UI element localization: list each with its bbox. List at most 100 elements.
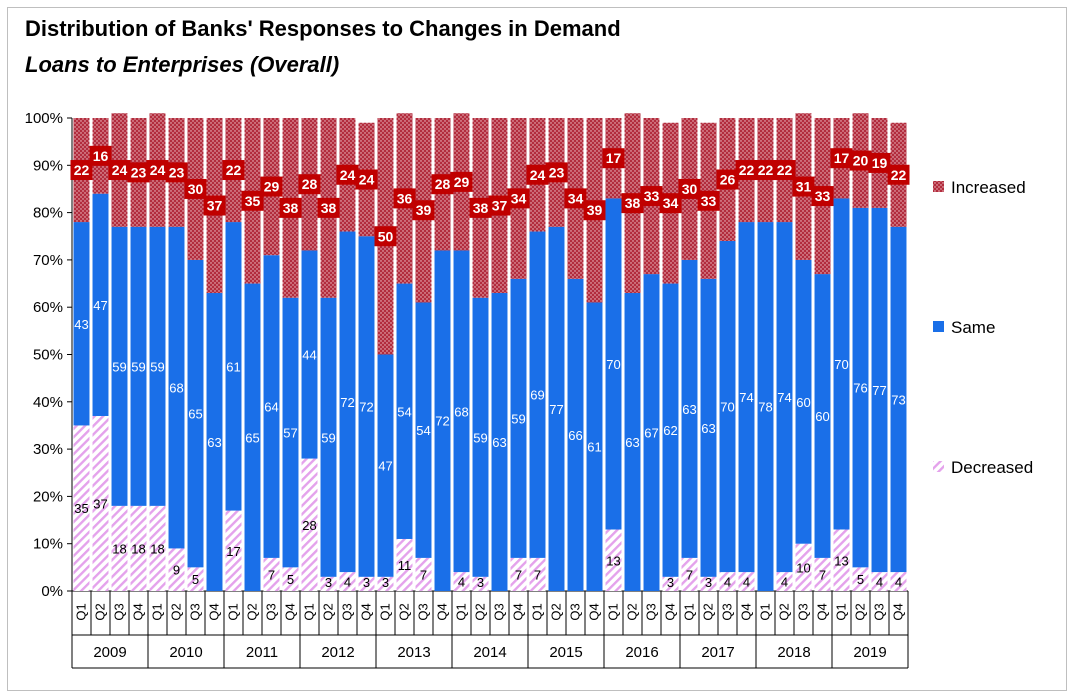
axes-layer: 0%10%20%30%40%50%60%70%80%90%100%Q1 Q2 Q3 Q…: [25, 110, 909, 669]
x-tick-label-quarter: Q3: [188, 603, 203, 620]
bar-same: [225, 222, 242, 511]
y-tick-label: 10%: [33, 536, 63, 553]
data-label-increased: 30: [188, 181, 204, 197]
data-label-decreased: 11: [398, 558, 412, 573]
data-label-decreased: 4: [876, 575, 883, 590]
bar-decreased: [282, 567, 299, 591]
x-tick-label-quarter: Q1: [302, 603, 317, 620]
bar-same: [852, 207, 869, 568]
data-label-same: 76: [853, 381, 867, 396]
data-label-increased: 24: [150, 162, 166, 178]
x-tick-label-quarter: Q2: [777, 603, 792, 620]
data-label-decreased: 3: [667, 575, 674, 590]
bar-decreased: [320, 576, 337, 591]
data-label-same: 66: [568, 428, 582, 443]
x-tick-label-quarter: Q2: [853, 603, 868, 620]
bar-same: [605, 198, 622, 530]
data-label-decreased: 4: [743, 575, 750, 590]
bar-same: [206, 293, 223, 591]
bar-same: [453, 250, 470, 573]
data-label-increased: 39: [416, 202, 432, 218]
x-tick-label-quarter: Q4: [435, 603, 450, 620]
bar-same: [111, 226, 128, 506]
data-label-box-increased: [773, 160, 796, 181]
data-label-box-increased: [640, 186, 663, 207]
data-label-decreased: 3: [705, 575, 712, 590]
bar-same: [814, 274, 831, 558]
chart-title: Distribution of Banks' Responses to Chan…: [25, 16, 621, 41]
x-tick-label-quarter: Q4: [815, 603, 830, 620]
labels-layer: 3543223747161859241859231859249682356530…: [70, 145, 910, 590]
data-label-increased: 19: [872, 155, 888, 171]
data-label-box-increased: [431, 174, 454, 195]
data-label-same: 65: [245, 430, 259, 445]
bar-same: [472, 297, 489, 577]
x-tick-label-quarter: Q3: [568, 603, 583, 620]
bar-decreased: [111, 505, 128, 591]
data-label-same: 62: [663, 423, 677, 438]
data-label-box-increased: [355, 169, 378, 190]
bar-decreased: [529, 557, 546, 591]
data-label-same: 47: [93, 298, 107, 313]
data-label-box-increased: [241, 190, 264, 211]
data-label-increased: 50: [378, 228, 394, 244]
bar-decreased: [852, 567, 869, 591]
data-label-increased: 22: [777, 162, 793, 178]
bar-same: [491, 293, 508, 591]
data-label-increased: 38: [321, 200, 337, 216]
x-tick-label-quarter: Q2: [625, 603, 640, 620]
x-tick-label-quarter: Q4: [511, 603, 526, 620]
bar-decreased: [396, 538, 413, 591]
bar-same: [624, 293, 641, 591]
bar-decreased: [168, 548, 185, 591]
data-label-increased: 17: [834, 150, 850, 166]
data-label-same: 59: [131, 359, 145, 374]
legend-swatch-decreased: [933, 461, 944, 472]
data-label-box-increased: [108, 160, 131, 181]
x-tick-label-quarter: Q1: [454, 603, 469, 620]
data-label-same: 73: [891, 392, 905, 407]
y-tick-label: 50%: [33, 347, 63, 364]
data-label-increased: 37: [207, 198, 223, 214]
bar-decreased: [187, 567, 204, 591]
data-label-same: 59: [150, 359, 164, 374]
data-label-same: 61: [226, 359, 240, 374]
data-label-same: 59: [473, 430, 487, 445]
bar-same: [339, 231, 356, 573]
x-tick-label-quarter: Q2: [701, 603, 716, 620]
bar-same: [548, 226, 565, 592]
bar-same: [871, 207, 888, 573]
data-label-box-increased: [127, 162, 150, 183]
data-label-increased: 30: [682, 181, 698, 197]
data-label-box-increased: [754, 160, 777, 181]
y-tick-label: 0%: [41, 583, 63, 600]
data-label-decreased: 7: [268, 567, 275, 582]
data-label-same: 65: [188, 407, 202, 422]
data-label-box-increased: [450, 171, 473, 192]
data-label-box-increased: [526, 164, 549, 185]
data-label-same: 69: [530, 388, 544, 403]
x-year-label: 2012: [321, 644, 354, 661]
data-label-same: 74: [777, 390, 791, 405]
data-label-box-increased: [146, 160, 169, 181]
x-tick-label-quarter: Q4: [739, 603, 754, 620]
bar-same: [567, 278, 584, 591]
bar-same: [358, 236, 375, 577]
x-tick-label-quarter: Q1: [758, 603, 773, 620]
x-tick-label-quarter: Q4: [891, 603, 906, 620]
bar-same: [681, 259, 698, 558]
data-label-increased: 29: [264, 179, 280, 195]
data-label-decreased: 4: [781, 575, 788, 590]
data-label-same: 63: [207, 435, 221, 450]
data-label-decreased: 3: [382, 575, 389, 590]
data-label-decreased: 10: [796, 560, 810, 575]
bar-decreased: [130, 505, 147, 591]
data-label-box-increased: [545, 162, 568, 183]
data-label-box-increased: [70, 160, 93, 181]
bar-decreased: [301, 458, 318, 591]
bar-same: [643, 274, 660, 591]
data-label-box-increased: [469, 197, 492, 218]
data-label-increased: 22: [739, 162, 755, 178]
y-tick-label: 80%: [33, 205, 63, 222]
